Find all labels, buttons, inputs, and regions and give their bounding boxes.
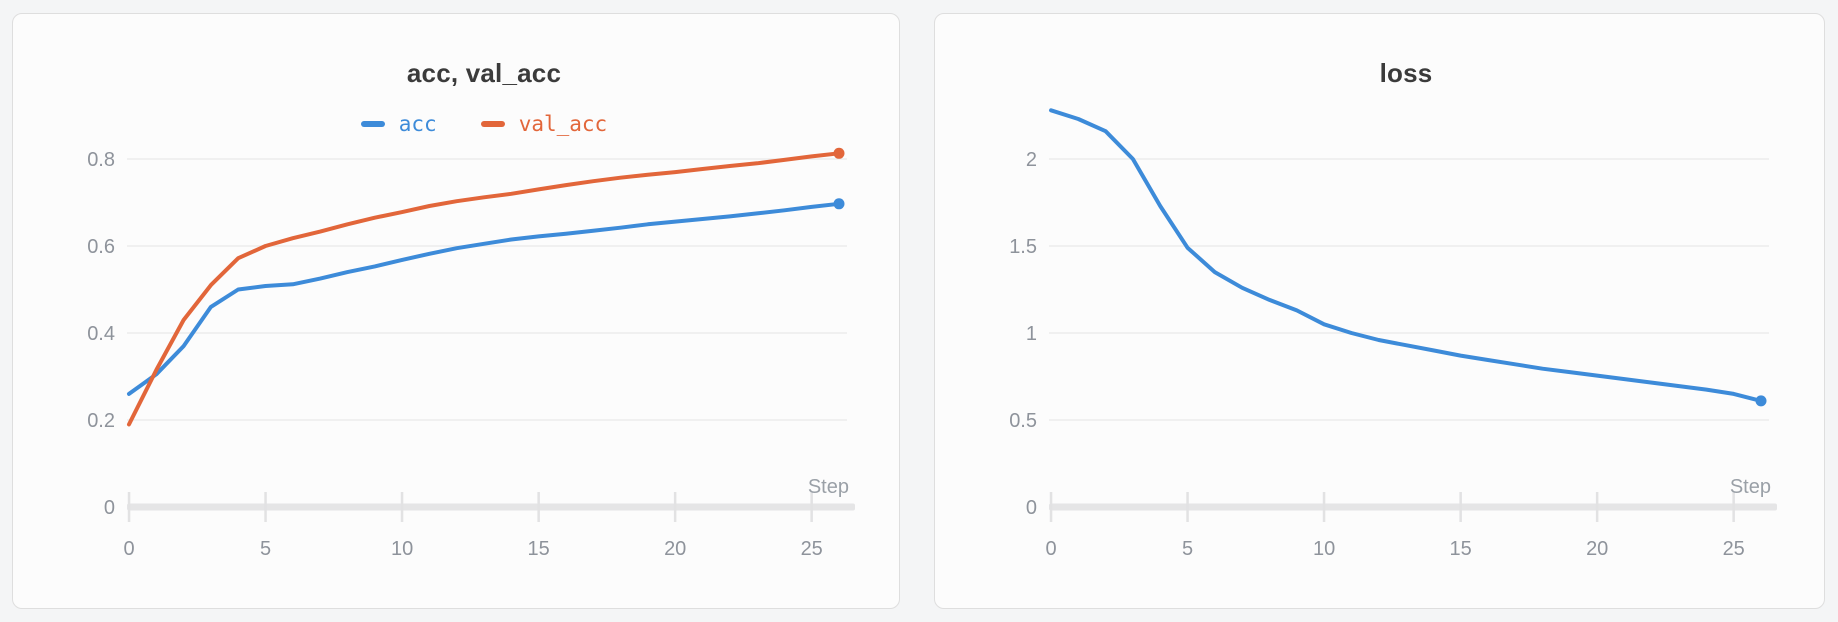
y-tick-label: 0 <box>1026 497 1037 519</box>
x-tick-label: 10 <box>391 538 413 560</box>
y-tick-label: 0.6 <box>87 236 115 258</box>
x-tick-label: 20 <box>1586 538 1608 560</box>
series-line-loss <box>1049 108 1763 403</box>
x-axis-line <box>127 503 855 511</box>
x-tick-mark <box>673 492 677 522</box>
x-tick-label: 0 <box>123 538 134 560</box>
y-tick-label: 0.5 <box>1009 410 1037 432</box>
legend-swatch-val-acc <box>480 121 505 127</box>
x-tick-label: 15 <box>527 538 549 560</box>
series-line-acc <box>127 201 841 396</box>
x-tick-mark <box>1732 492 1735 522</box>
legend-swatch-acc <box>360 121 385 127</box>
x-tick-label: 0 <box>1045 538 1056 560</box>
series-endpoint-acc <box>833 198 845 210</box>
x-axis-line <box>1049 503 1777 511</box>
x-tick-mark <box>127 492 131 522</box>
x-tick-mark <box>1459 492 1462 522</box>
acc-val-acc-chart-canvas[interactable]: 0 0.2 0.4 0.6 0.8 0 5 10 15 20 25 Step <box>13 14 899 608</box>
x-axis-title: Step <box>808 476 849 498</box>
chart-title: acc, val_acc <box>406 58 562 88</box>
x-tick-mark <box>1186 492 1189 522</box>
series-line-val_acc <box>127 151 841 427</box>
x-tick-mark <box>1322 492 1326 522</box>
y-tick-label: 2 <box>1026 149 1037 171</box>
y-tick-label: 1.5 <box>1009 236 1037 258</box>
y-tick-label: 1 <box>1026 323 1037 345</box>
x-tick-label: 15 <box>1449 538 1471 560</box>
series-endpoint-val_acc <box>833 147 845 159</box>
legend-label-acc: acc <box>398 112 437 136</box>
x-tick-label: 5 <box>260 538 271 560</box>
legend-item-val-acc[interactable]: val_acc <box>480 112 608 136</box>
x-tick-label: 20 <box>664 538 686 560</box>
x-tick-label: 25 <box>801 538 823 560</box>
panel-loss[interactable]: 0 0.5 1 1.5 2 0 5 10 15 20 25 Step loss <box>934 13 1825 609</box>
x-tick-label: 10 <box>1313 538 1335 560</box>
y-tick-label: 0.4 <box>87 323 115 345</box>
x-tick-mark <box>264 492 267 522</box>
x-tick-label: 25 <box>1723 538 1745 560</box>
legend-label-val-acc: val_acc <box>518 112 608 136</box>
x-tick-mark <box>1049 492 1053 522</box>
x-tick-label: 5 <box>1182 538 1193 560</box>
x-tick-mark <box>400 492 404 522</box>
x-axis-title: Step <box>1730 476 1771 498</box>
y-tick-label: 0 <box>104 497 115 519</box>
y-tick-label: 0.8 <box>87 149 115 171</box>
y-tick-label: 0.2 <box>87 410 115 432</box>
chart-legend: acc val_acc <box>129 112 839 136</box>
legend-item-acc[interactable]: acc <box>360 112 437 136</box>
chart-title: loss <box>1379 58 1433 88</box>
x-tick-mark <box>1595 492 1599 522</box>
panel-acc-val-acc[interactable]: 0 0.2 0.4 0.6 0.8 0 5 10 15 20 25 Step acc, val_acc… <box>12 13 900 609</box>
x-tick-mark <box>810 492 813 522</box>
series-endpoint-loss <box>1755 395 1767 407</box>
x-tick-mark <box>537 492 540 522</box>
